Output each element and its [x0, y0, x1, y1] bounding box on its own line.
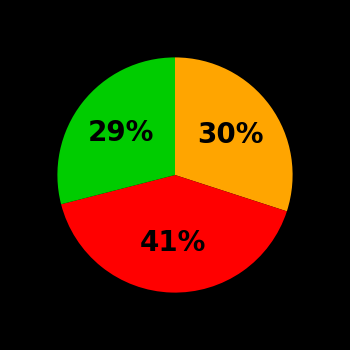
Wedge shape	[61, 175, 287, 293]
Text: 41%: 41%	[140, 229, 206, 257]
Text: 30%: 30%	[197, 121, 264, 149]
Wedge shape	[57, 57, 175, 204]
Wedge shape	[175, 57, 293, 211]
Text: 29%: 29%	[88, 119, 154, 147]
